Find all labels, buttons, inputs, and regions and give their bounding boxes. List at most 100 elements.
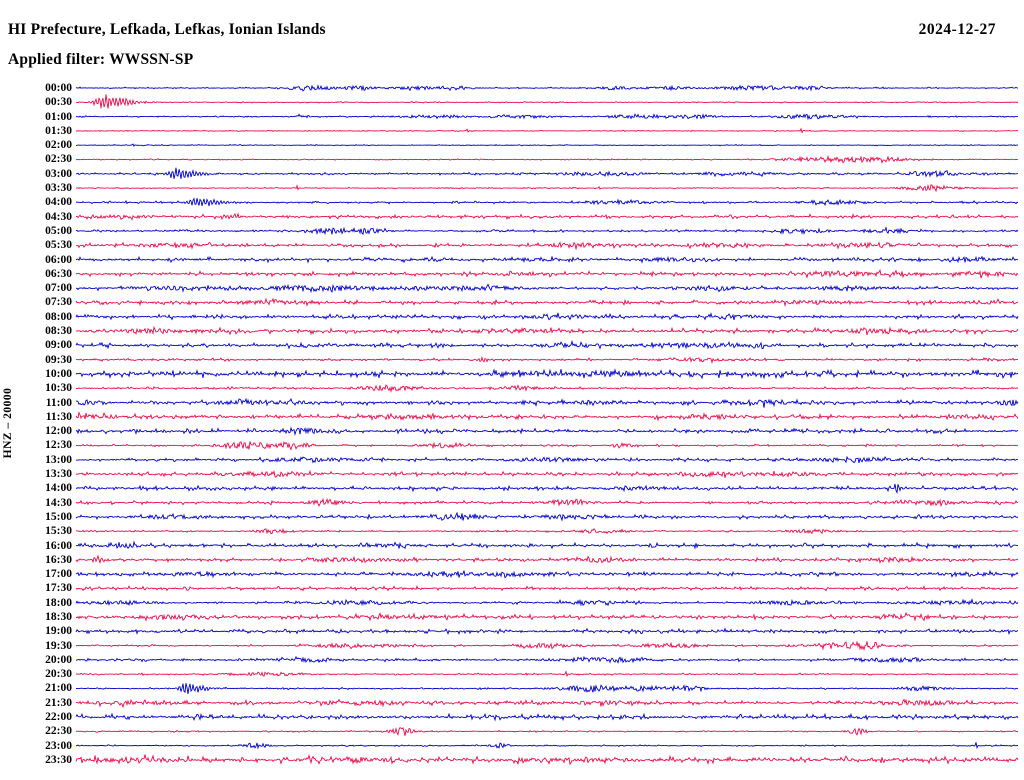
trace-row-0430	[75, 212, 1019, 221]
time-label: 16:30	[45, 553, 72, 566]
time-label: 01:00	[45, 110, 72, 123]
trace-row-0330	[75, 183, 1019, 193]
trace-row-1700	[75, 569, 1019, 579]
trace-row-0630	[75, 269, 1019, 279]
time-label: 03:00	[45, 167, 72, 180]
time-label: 19:00	[45, 625, 72, 638]
trace-row-0030	[75, 94, 1019, 109]
trace-row-1100	[75, 397, 1019, 408]
applied-filter-label: Applied filter: WWSSN-SP	[8, 51, 194, 68]
trace-row-0400	[75, 197, 1019, 207]
trace-row-1900	[75, 627, 1019, 636]
time-label: 22:30	[45, 725, 72, 738]
date-label: 2024-12-27	[918, 21, 996, 38]
time-label: 15:30	[45, 525, 72, 538]
time-label: 11:30	[45, 410, 72, 423]
trace-row-1230	[75, 440, 1019, 451]
trace-row-0830	[75, 325, 1019, 336]
time-label: 21:30	[45, 696, 72, 709]
trace-row-2300	[75, 742, 1019, 750]
trace-row-2230	[75, 726, 1019, 736]
time-label: 14:30	[45, 496, 72, 509]
time-label: 22:00	[45, 711, 72, 724]
time-label: 09:00	[45, 339, 72, 352]
trace-row-1130	[75, 411, 1019, 422]
time-label: 10:00	[45, 367, 72, 380]
time-label: 11:00	[45, 396, 72, 409]
time-label: 02:00	[45, 139, 72, 152]
trace-row-0700	[75, 283, 1019, 294]
trace-row-1400	[75, 483, 1019, 495]
trace-row-1430	[75, 497, 1019, 508]
time-label: 15:00	[45, 510, 72, 523]
trace-row-1300	[75, 455, 1019, 464]
trace-row-1200	[75, 426, 1019, 436]
time-label: 01:30	[45, 124, 72, 137]
time-label: 10:30	[45, 382, 72, 395]
trace-row-1000	[75, 368, 1019, 380]
trace-row-2200	[75, 712, 1019, 722]
time-label: 05:00	[45, 224, 72, 237]
time-label: 00:30	[45, 96, 72, 109]
trace-row-1330	[75, 469, 1019, 479]
trace-row-0100	[75, 113, 1019, 121]
time-label: 18:00	[45, 596, 72, 609]
trace-row-0930	[75, 355, 1019, 365]
trace-row-1830	[75, 611, 1019, 622]
time-label: 08:30	[45, 325, 72, 338]
trace-row-0200	[75, 143, 1018, 147]
trace-row-0000	[75, 84, 1019, 92]
time-label: 04:30	[45, 210, 72, 223]
trace-row-0300	[75, 167, 1019, 179]
time-label: 03:30	[45, 182, 72, 195]
time-label: 09:30	[45, 353, 72, 366]
page-title: HI Prefecture, Lefkada, Lefkas, Ionian I…	[8, 21, 326, 38]
time-label: 16:00	[45, 539, 72, 552]
time-label: 06:00	[45, 253, 72, 266]
time-label: 13:00	[45, 453, 72, 466]
trace-row-1630	[75, 554, 1019, 565]
time-label: 23:30	[45, 753, 72, 766]
trace-row-1730	[75, 584, 1019, 592]
time-label: 17:30	[45, 582, 72, 595]
time-label: 04:00	[45, 196, 72, 209]
trace-row-2030	[75, 670, 1019, 678]
time-label: 12:00	[45, 425, 72, 438]
trace-row-0530	[75, 241, 1019, 250]
trace-row-0500	[75, 226, 1019, 236]
trace-row-2330	[75, 753, 1019, 766]
trace-row-1800	[75, 598, 1019, 607]
time-label: 02:30	[45, 153, 72, 166]
trace-row-0130	[75, 127, 1019, 134]
time-label: 06:30	[45, 267, 72, 280]
trace-row-0900	[75, 339, 1019, 350]
time-label: 14:00	[45, 482, 72, 495]
trace-row-1930	[75, 640, 1019, 651]
trace-row-0800	[75, 312, 1019, 321]
trace-row-0730	[75, 297, 1019, 307]
time-label: 20:00	[45, 653, 72, 666]
time-label: 20:30	[45, 668, 72, 681]
trace-row-0230	[75, 154, 1019, 164]
trace-row-2100	[75, 683, 1019, 695]
time-label: 21:00	[45, 682, 72, 695]
time-label: 19:30	[45, 639, 72, 652]
time-label: 13:30	[45, 468, 72, 481]
trace-row-1600	[75, 540, 1019, 550]
trace-row-1530	[75, 527, 1019, 535]
trace-row-0600	[75, 255, 1019, 264]
time-label: 18:30	[45, 610, 72, 623]
time-label: 12:30	[45, 439, 72, 452]
trace-row-2000	[75, 655, 1019, 664]
time-label: 00:00	[45, 82, 72, 94]
time-label: 07:30	[45, 296, 72, 309]
time-label: 23:00	[45, 739, 72, 752]
time-label: 07:00	[45, 282, 72, 295]
trace-row-1030	[75, 384, 1019, 393]
trace-row-2130	[75, 698, 1019, 709]
time-label: 17:00	[45, 568, 72, 581]
trace-row-1500	[75, 511, 1019, 522]
time-label: 05:30	[45, 239, 72, 252]
